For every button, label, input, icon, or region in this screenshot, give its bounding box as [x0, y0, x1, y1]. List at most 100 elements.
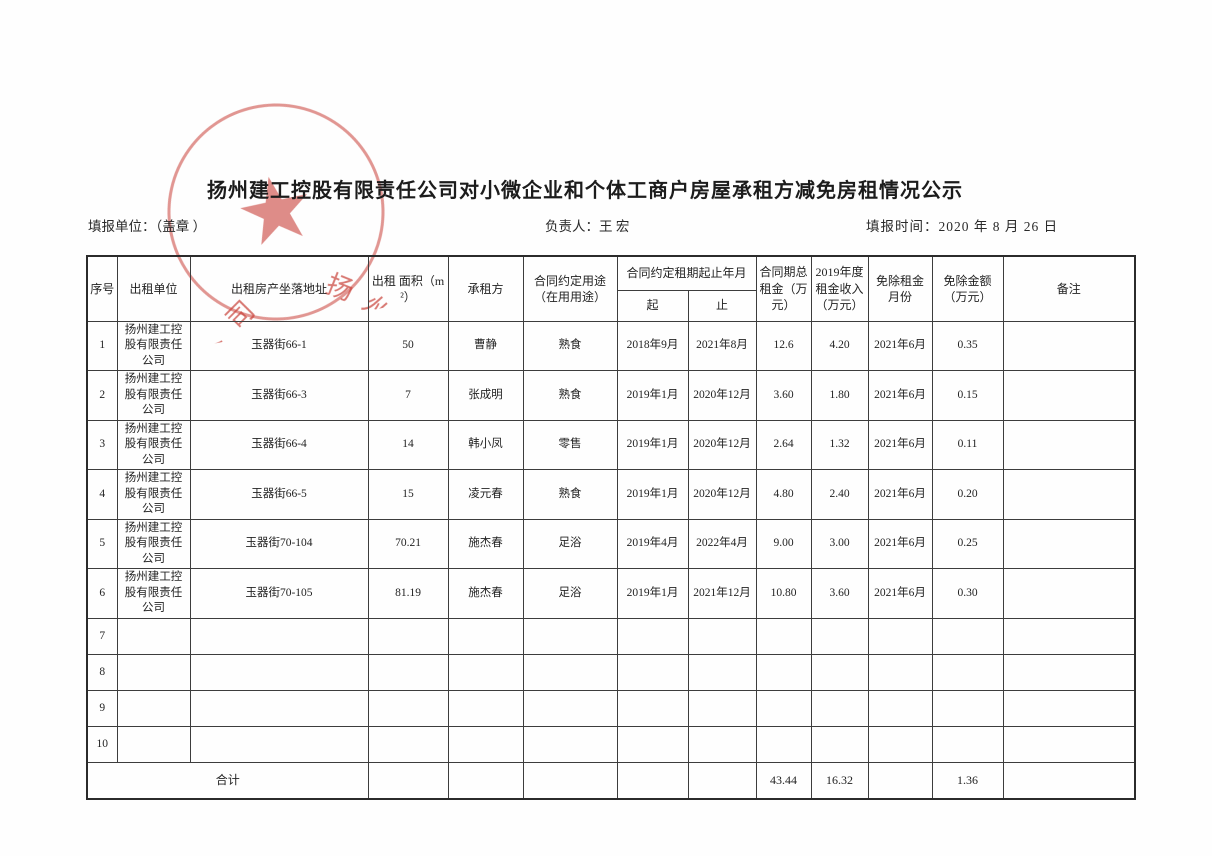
cell-exempt-amount: 0.35	[931, 320, 1004, 372]
cell-end	[687, 653, 757, 691]
cell-usage	[522, 725, 618, 763]
cell-seq: 4	[86, 469, 118, 520]
cell-remark	[1002, 469, 1136, 520]
report-date-value: 2020 年 8 月 26 日	[938, 219, 1059, 234]
cell-exempt-month	[867, 725, 933, 763]
header-period-start: 起	[616, 289, 689, 322]
total-start	[616, 761, 689, 800]
cell-area: 15	[367, 469, 449, 520]
cell-end	[687, 725, 757, 763]
cell-exempt-amount	[931, 653, 1004, 691]
cell-seq: 1	[86, 320, 118, 372]
total-income-2019: 16.32	[810, 761, 869, 800]
cell-exempt-month: 2021年6月	[867, 419, 933, 471]
cell-income-2019: 3.60	[810, 568, 869, 619]
cell-area: 14	[367, 419, 449, 471]
cell-seq: 8	[86, 653, 118, 691]
report-date-label: 填报时间：	[866, 219, 939, 234]
cell-income-2019	[810, 689, 869, 727]
cell-total-rent: 4.80	[755, 469, 812, 520]
cell-usage: 足浴	[522, 518, 618, 570]
cell-income-2019	[810, 725, 869, 763]
header-row-2: 起 止	[87, 289, 1135, 322]
header-total-rent: 合同期总租金（万元）	[755, 255, 812, 322]
cell-remark	[1002, 370, 1136, 421]
header-area: 出租 面积（m²）	[367, 255, 449, 322]
cell-start: 2019年4月	[616, 518, 689, 570]
cell-exempt-month: 2021年6月	[867, 320, 933, 372]
cell-lessor: 扬州建工控股有限责任公司	[116, 518, 191, 570]
cell-area: 50	[367, 320, 449, 372]
cell-address: 玉器街70-104	[189, 518, 369, 570]
cell-address: 玉器街66-5	[189, 469, 369, 520]
cell-area	[367, 617, 449, 655]
cell-total-rent: 10.80	[755, 568, 812, 619]
cell-exempt-month: 2021年6月	[867, 469, 933, 520]
table-row: 3 扬州建工控股有限责任公司 玉器街66-4 14 韩小凤 零售 2019年1月…	[86, 419, 1136, 471]
table-row: 6 扬州建工控股有限责任公司 玉器街70-105 81.19 施杰春 足浴 20…	[86, 568, 1136, 619]
cell-exempt-amount: 0.25	[931, 518, 1004, 570]
cell-income-2019: 2.40	[810, 469, 869, 520]
cell-lessor	[116, 653, 191, 691]
cell-usage	[522, 617, 618, 655]
cell-start: 2018年9月	[616, 320, 689, 372]
cell-exempt-month	[867, 689, 933, 727]
cell-tenant: 曹静	[447, 320, 524, 372]
responsible-person-value: 王 宏	[599, 219, 630, 234]
cell-exempt-month	[867, 617, 933, 655]
cell-end: 2021年12月	[687, 568, 757, 619]
cell-tenant	[447, 617, 524, 655]
cell-exempt-amount: 0.30	[931, 568, 1004, 619]
header-exempt-amount: 免除金额（万元）	[931, 255, 1004, 322]
cell-start	[616, 617, 689, 655]
table-row: 8	[86, 653, 1136, 691]
total-remark	[1002, 761, 1136, 800]
table-row: 5 扬州建工控股有限责任公司 玉器街70-104 70.21 施杰春 足浴 20…	[86, 518, 1136, 570]
cell-income-2019: 3.00	[810, 518, 869, 570]
cell-total-rent: 3.60	[755, 370, 812, 421]
cell-income-2019: 4.20	[810, 320, 869, 372]
cell-total-rent	[755, 653, 812, 691]
total-row: 合计 43.44 16.32 1.36	[86, 761, 1136, 800]
header-income-2019: 2019年度租金收入（万元）	[810, 255, 869, 322]
total-total-rent: 43.44	[755, 761, 812, 800]
cell-area: 70.21	[367, 518, 449, 570]
header-tenant: 承租方	[447, 255, 524, 322]
page-title: 扬州建工控股有限责任公司对小微企业和个体工商户房屋承租方减免房租情况公示	[207, 180, 963, 202]
cell-exempt-amount: 0.20	[931, 469, 1004, 520]
cell-remark	[1002, 419, 1136, 471]
table-row: 4 扬州建工控股有限责任公司 玉器街66-5 15 凌元春 熟食 2019年1月…	[86, 469, 1136, 520]
cell-usage	[522, 689, 618, 727]
cell-lessor: 扬州建工控股有限责任公司	[116, 469, 191, 520]
cell-address: 玉器街66-4	[189, 419, 369, 471]
cell-end: 2020年12月	[687, 469, 757, 520]
header-address: 出租房产坐落地址	[189, 255, 369, 322]
cell-income-2019: 1.80	[810, 370, 869, 421]
cell-tenant	[447, 689, 524, 727]
cell-total-rent	[755, 689, 812, 727]
cell-remark	[1002, 617, 1136, 655]
cell-usage: 熟食	[522, 370, 618, 421]
header-row-1: 序号 出租单位 出租房产坐落地址 出租 面积（m²） 承租方 合同约定用途（在用…	[86, 255, 1136, 322]
cell-start	[616, 689, 689, 727]
cell-start: 2019年1月	[616, 419, 689, 471]
cell-lessor: 扬州建工控股有限责任公司	[116, 370, 191, 421]
cell-address	[189, 653, 369, 691]
header-seq: 序号	[86, 255, 118, 322]
cell-seq: 7	[86, 617, 118, 655]
table-row: 9	[86, 689, 1136, 727]
total-label: 合计	[86, 761, 369, 800]
cell-address	[189, 725, 369, 763]
cell-seq: 2	[86, 370, 118, 421]
cell-exempt-amount: 0.15	[931, 370, 1004, 421]
cell-end: 2022年4月	[687, 518, 757, 570]
cell-exempt-amount	[931, 617, 1004, 655]
table-row: 7	[86, 617, 1136, 655]
cell-total-rent	[755, 617, 812, 655]
cell-total-rent: 12.6	[755, 320, 812, 372]
cell-address	[189, 617, 369, 655]
table-row: 10	[86, 725, 1136, 763]
total-usage	[522, 761, 618, 800]
cell-seq: 5	[86, 518, 118, 570]
cell-usage: 足浴	[522, 568, 618, 619]
